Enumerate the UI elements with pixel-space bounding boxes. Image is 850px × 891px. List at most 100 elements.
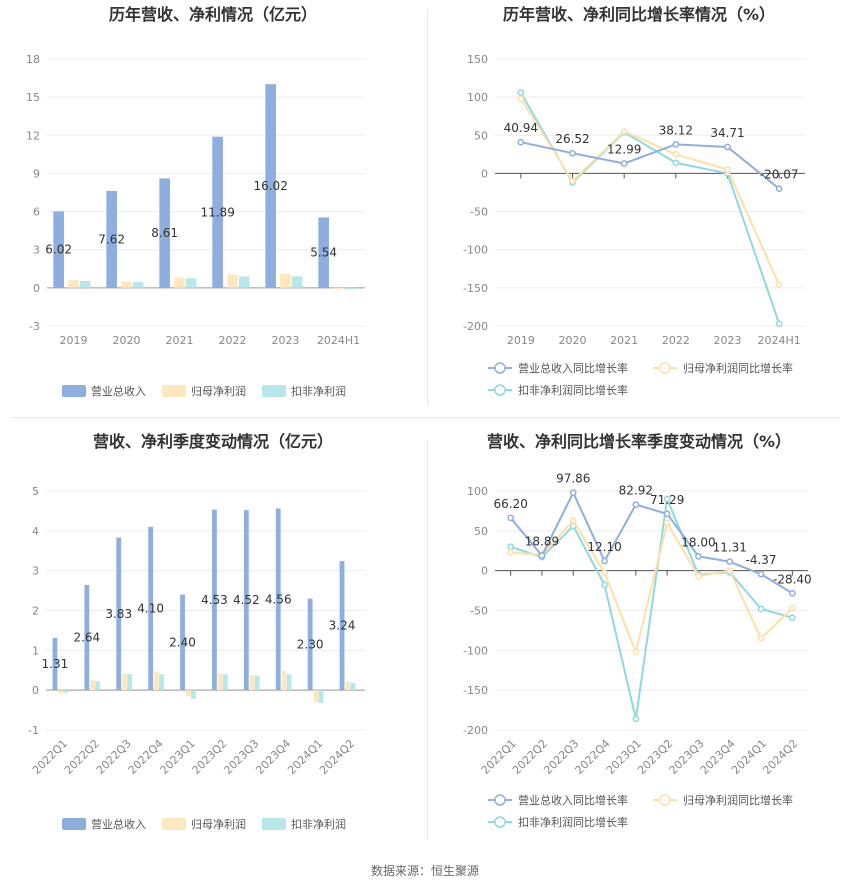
data-label: 11.31 xyxy=(713,541,747,555)
bar-parent-net-profit xyxy=(122,673,127,691)
horizontal-divider xyxy=(10,417,840,418)
data-point xyxy=(569,177,576,185)
y-tick-label: 100 xyxy=(467,91,488,104)
bar-deducted-net-profit xyxy=(254,675,260,691)
annual-revenue-profit-chart: 历年营收、净利情况（亿元） -3 0 3 6 9 12 15 18 2019 2020 2021 202… xyxy=(26,5,365,398)
y-tick-label: 3 xyxy=(32,565,39,578)
data-point xyxy=(775,320,783,328)
bar-deducted-net-profit xyxy=(190,690,196,699)
data-point xyxy=(569,149,576,157)
bar-parent-net-profit xyxy=(90,680,95,691)
y-tick-label: -1 xyxy=(28,724,39,737)
data-point xyxy=(757,605,765,613)
bar-deducted-net-profit xyxy=(222,674,228,691)
y-tick-label: 1 xyxy=(32,644,39,657)
legend-label: 营业总收入 xyxy=(91,817,146,831)
data-point xyxy=(757,635,765,642)
bar-parent-net-profit xyxy=(121,281,132,288)
legend-label: 归母净利润同比增长率 xyxy=(683,361,793,375)
series-line xyxy=(520,141,780,190)
data-label: 66.20 xyxy=(493,497,527,511)
data-point xyxy=(775,281,783,289)
y-tick-label: 6 xyxy=(33,206,40,219)
bar-revenue xyxy=(212,509,217,691)
y-tick-label: 0 xyxy=(481,167,488,180)
y-tick-label: -100 xyxy=(463,244,488,257)
data-point xyxy=(724,166,731,173)
quarterly-revenue-profit-chart: 营收、净利季度变动情况（亿元）-10123452022Q12022Q22022Q… xyxy=(28,432,365,831)
data-point xyxy=(663,510,671,518)
bar-parent-net-profit xyxy=(345,681,351,691)
data-point xyxy=(538,552,546,559)
bar-parent-net-profit xyxy=(313,690,319,703)
legend-label: 归母净利润同比增长率 xyxy=(683,793,793,807)
data-point xyxy=(620,160,628,167)
x-tick-label: 2020 xyxy=(113,334,141,347)
x-tick-label: 2023 xyxy=(714,334,742,347)
data-label: 7.62 xyxy=(98,232,125,246)
data-label: 40.94 xyxy=(504,121,538,135)
legend-label: 营业总收入 xyxy=(91,384,146,398)
legend-label: 归母净利润 xyxy=(191,384,246,398)
x-tick-label: 2021 xyxy=(610,334,638,347)
data-label: 4.53 xyxy=(201,593,228,607)
legend-marker xyxy=(494,362,506,374)
data-label: 4.10 xyxy=(137,602,164,616)
bar-parent-net-profit xyxy=(153,671,159,691)
data-point xyxy=(507,548,515,556)
data-label: -20.07 xyxy=(760,168,799,182)
legend-marker xyxy=(494,816,506,828)
y-tick-label: 2 xyxy=(32,605,39,618)
bar-deducted-net-profit xyxy=(318,690,324,703)
bar-revenue xyxy=(148,526,154,691)
legend-label: 营业总收入同比增长率 xyxy=(518,793,628,807)
data-point xyxy=(672,151,680,158)
vertical-divider xyxy=(427,10,428,405)
annual-growth-rate-chart: 历年营收、净利同比增长率情况（%） -200 -150 -100 -50 0 50 100 15… xyxy=(463,5,805,397)
data-point xyxy=(507,543,515,551)
bar-revenue xyxy=(265,84,276,288)
legend-label: 扣非净利润 xyxy=(291,384,346,398)
chart-title: 历年营收、净利同比增长率情况（%） xyxy=(503,5,775,24)
bar-revenue xyxy=(159,178,170,288)
bar-parent-net-profit xyxy=(174,277,185,288)
data-point xyxy=(663,519,671,527)
data-point xyxy=(789,589,796,597)
y-tick-label: 0 xyxy=(32,684,39,697)
bar-parent-net-profit xyxy=(58,690,64,694)
legend-label: 扣非净利润 xyxy=(291,817,346,831)
data-label: 2.40 xyxy=(169,635,196,649)
data-point xyxy=(632,501,640,508)
bar-revenue xyxy=(84,585,90,691)
x-tick-label: 2023 xyxy=(272,334,300,347)
data-point xyxy=(663,495,671,503)
y-tick-label: -150 xyxy=(463,684,488,697)
data-point xyxy=(632,648,640,656)
data-point xyxy=(695,572,702,580)
x-tick-label: 2022 xyxy=(662,334,690,347)
data-point xyxy=(757,570,765,578)
x-tick-label: 2020 xyxy=(559,334,587,347)
data-point xyxy=(507,514,515,522)
y-tick-label: 0 xyxy=(481,565,488,578)
x-tick-label: 2019 xyxy=(60,334,88,347)
legend-swatch xyxy=(262,818,286,830)
y-tick-label: 50 xyxy=(474,129,488,142)
y-tick-label: -200 xyxy=(463,320,488,333)
legend-label: 扣非净利润同比增长率 xyxy=(518,815,628,829)
bar-deducted-net-profit xyxy=(238,276,250,288)
data-point xyxy=(695,552,702,560)
series-line xyxy=(519,98,781,286)
y-tick-label: 5 xyxy=(32,485,39,498)
bar-parent-net-profit xyxy=(217,673,223,691)
data-point xyxy=(789,604,796,612)
y-tick-label: 9 xyxy=(33,167,40,180)
legend-label: 扣非净利润同比增长率 xyxy=(518,383,628,397)
y-tick-label: 3 xyxy=(33,244,40,257)
data-label: 2.30 xyxy=(297,637,324,651)
bar-revenue xyxy=(180,594,185,691)
legend-marker xyxy=(659,794,671,806)
y-tick-label: 15 xyxy=(26,91,40,104)
bar-revenue xyxy=(116,537,122,691)
data-label: 5.54 xyxy=(310,246,337,260)
